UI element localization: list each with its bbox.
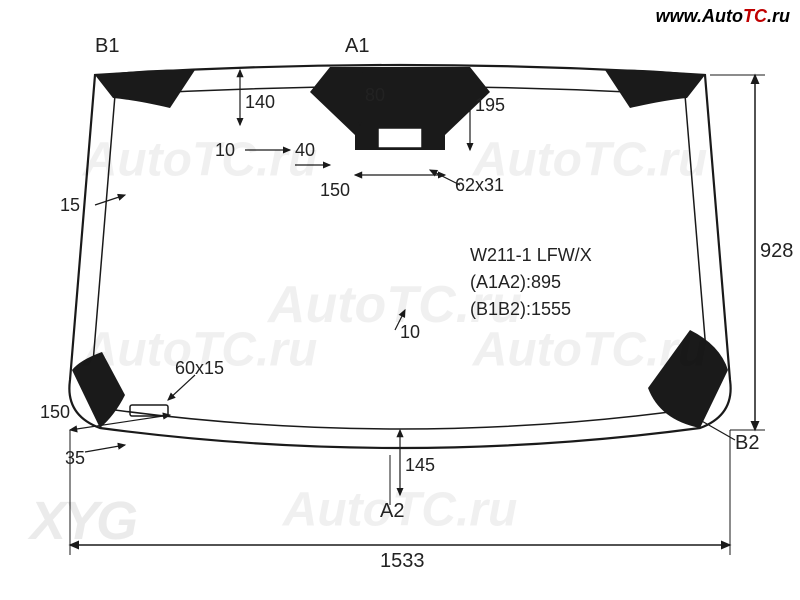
label-a2: A2	[380, 500, 404, 523]
url-part: .ru	[767, 6, 790, 26]
dim-10: 10	[215, 140, 235, 161]
site-url: www.AutoTC.ru	[656, 6, 790, 27]
watermark: AutoTC.ru	[83, 133, 318, 188]
dim-sensor: 62x31	[455, 175, 504, 196]
url-part: www.Auto	[656, 6, 743, 26]
dim-width: 1533	[380, 550, 425, 573]
dim-vin: 60x15	[175, 358, 224, 379]
part-a-dim: (A1A2):895	[470, 272, 561, 293]
label-b1: B1	[95, 35, 119, 58]
watermark: AutoTC.ru	[473, 323, 708, 378]
dim-35: 35	[65, 448, 85, 469]
dim-140: 140	[245, 92, 275, 113]
dim-150: 150	[320, 180, 350, 201]
dim-195: 195	[475, 95, 505, 116]
part-b-dim: (B1B2):1555	[470, 299, 571, 320]
dim-height: 928	[760, 240, 793, 263]
dim-40: 40	[295, 140, 315, 161]
brand-logo: XYG	[30, 490, 135, 552]
dim-145: 145	[405, 455, 435, 476]
dim-15: 15	[60, 195, 80, 216]
dim-mid10: 10	[400, 322, 420, 343]
watermark: AutoTC.ru	[473, 133, 708, 188]
label-a1: A1	[345, 35, 369, 58]
label-b2: B2	[735, 432, 759, 455]
dim-150b: 150	[40, 402, 70, 423]
part-code: W211-1 LFW/X	[470, 245, 592, 266]
dim-80: 80	[365, 85, 385, 106]
diagram-canvas: AutoTC.ru AutoTC.ru AutoTC.ru AutoTC.ru …	[0, 0, 800, 600]
url-part: TC	[743, 6, 767, 26]
